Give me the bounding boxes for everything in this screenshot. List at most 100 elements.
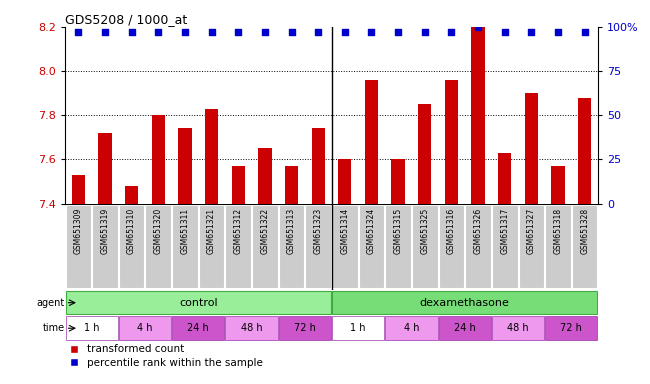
Bar: [151, 115, 165, 204]
Bar: [72, 175, 85, 204]
Text: GSM651317: GSM651317: [500, 208, 509, 254]
Text: control: control: [179, 298, 218, 308]
Text: 4 h: 4 h: [404, 323, 419, 333]
FancyBboxPatch shape: [66, 205, 91, 288]
Text: GSM651320: GSM651320: [154, 208, 162, 254]
Text: GSM651311: GSM651311: [181, 208, 189, 254]
Text: GSM651315: GSM651315: [394, 208, 402, 254]
Bar: [365, 80, 378, 204]
FancyBboxPatch shape: [439, 205, 464, 288]
Point: [100, 29, 110, 35]
FancyBboxPatch shape: [572, 205, 597, 288]
Point: [206, 29, 216, 35]
Point: [500, 29, 510, 35]
FancyBboxPatch shape: [439, 316, 491, 340]
Text: 48 h: 48 h: [240, 323, 263, 333]
Text: 48 h: 48 h: [507, 323, 529, 333]
Bar: [178, 129, 192, 204]
Text: GSM651326: GSM651326: [474, 208, 482, 254]
Point: [179, 29, 190, 35]
Bar: [231, 166, 245, 204]
Bar: [525, 93, 538, 204]
Point: [153, 29, 164, 35]
FancyBboxPatch shape: [492, 205, 517, 288]
Text: 4 h: 4 h: [137, 323, 153, 333]
Text: dexamethasone: dexamethasone: [420, 298, 510, 308]
Text: GSM651321: GSM651321: [207, 208, 216, 254]
Bar: [98, 133, 112, 204]
Point: [339, 29, 350, 35]
Text: 72 h: 72 h: [560, 323, 582, 333]
FancyBboxPatch shape: [226, 205, 251, 288]
Bar: [285, 166, 298, 204]
Point: [553, 29, 564, 35]
FancyBboxPatch shape: [279, 205, 304, 288]
Bar: [125, 186, 138, 204]
Text: GSM651318: GSM651318: [554, 208, 562, 254]
FancyBboxPatch shape: [66, 291, 331, 314]
FancyBboxPatch shape: [119, 316, 171, 340]
Point: [580, 29, 590, 35]
Text: GSM651322: GSM651322: [261, 208, 269, 254]
FancyBboxPatch shape: [252, 205, 278, 288]
FancyBboxPatch shape: [412, 205, 437, 288]
Bar: [258, 148, 272, 204]
FancyBboxPatch shape: [92, 205, 118, 288]
FancyBboxPatch shape: [172, 205, 198, 288]
FancyBboxPatch shape: [306, 205, 331, 288]
Point: [73, 29, 83, 35]
Point: [313, 29, 324, 35]
Bar: [205, 109, 218, 204]
Text: GSM651328: GSM651328: [580, 208, 589, 254]
Text: 1 h: 1 h: [350, 323, 366, 333]
Text: agent: agent: [37, 298, 65, 308]
Text: 1 h: 1 h: [84, 323, 99, 333]
Point: [446, 29, 456, 35]
Text: GSM651324: GSM651324: [367, 208, 376, 254]
FancyBboxPatch shape: [332, 291, 597, 314]
FancyBboxPatch shape: [172, 316, 224, 340]
FancyBboxPatch shape: [545, 316, 597, 340]
Text: GSM651319: GSM651319: [101, 208, 109, 254]
Text: GSM651327: GSM651327: [527, 208, 536, 254]
FancyBboxPatch shape: [226, 316, 278, 340]
FancyBboxPatch shape: [199, 205, 224, 288]
FancyBboxPatch shape: [359, 205, 384, 288]
Point: [259, 29, 270, 35]
Bar: [578, 98, 592, 204]
Text: GDS5208 / 1000_at: GDS5208 / 1000_at: [65, 13, 187, 26]
Text: GSM651314: GSM651314: [341, 208, 349, 254]
Bar: [418, 104, 432, 204]
Point: [420, 29, 430, 35]
FancyBboxPatch shape: [465, 205, 491, 288]
Text: 72 h: 72 h: [294, 323, 316, 333]
Point: [287, 29, 297, 35]
Text: GSM651310: GSM651310: [127, 208, 136, 254]
Text: GSM651325: GSM651325: [421, 208, 429, 254]
Point: [393, 29, 403, 35]
Text: 24 h: 24 h: [454, 323, 476, 333]
Bar: [311, 129, 325, 204]
FancyBboxPatch shape: [119, 205, 144, 288]
Point: [473, 24, 484, 30]
Point: [126, 29, 137, 35]
Bar: [471, 27, 485, 204]
FancyBboxPatch shape: [385, 316, 437, 340]
FancyBboxPatch shape: [519, 205, 544, 288]
Bar: [551, 166, 565, 204]
Bar: [445, 80, 458, 204]
Bar: [498, 153, 512, 204]
Text: GSM651313: GSM651313: [287, 208, 296, 254]
Point: [367, 29, 377, 35]
FancyBboxPatch shape: [545, 205, 571, 288]
Text: GSM651309: GSM651309: [74, 208, 83, 254]
Point: [526, 29, 537, 35]
Text: 24 h: 24 h: [187, 323, 209, 333]
Bar: [338, 159, 352, 204]
Bar: [391, 159, 405, 204]
Point: [233, 29, 244, 35]
FancyBboxPatch shape: [279, 316, 331, 340]
FancyBboxPatch shape: [66, 316, 118, 340]
FancyBboxPatch shape: [492, 316, 544, 340]
FancyBboxPatch shape: [332, 205, 358, 288]
